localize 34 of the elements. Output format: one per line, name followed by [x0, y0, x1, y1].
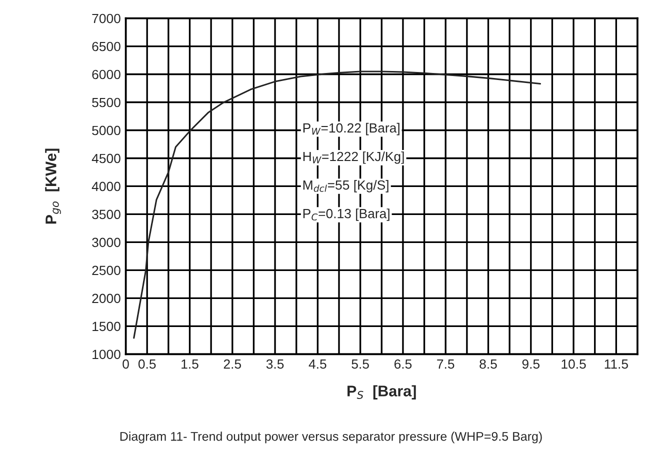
y-tick-label: 6500 [92, 42, 120, 52]
x-tick-label: 11.5 [604, 360, 628, 369]
x-tick-label: 10.5 [562, 359, 586, 369]
x-tick-label: 6.5 [394, 359, 412, 369]
x-tick-label: 1.5 [182, 360, 198, 369]
y-tick-label: 4500 [92, 154, 120, 164]
x-tick-label: 5.5 [352, 360, 369, 369]
x-tick-label: 7.5 [437, 360, 454, 369]
y-axis-title: P$_{go}$ [KWe] [45, 148, 61, 224]
y-tick-label: 6000 [92, 70, 120, 80]
x-tick-label: 0 [122, 359, 129, 369]
y-tick-label: 5500 [92, 98, 120, 108]
y-tick-label: 5000 [92, 126, 120, 136]
y-tick-label: 2000 [92, 294, 120, 304]
y-tick-label: 3000 [92, 238, 120, 248]
text: Diagram 11- Trend output power versus separator pressure (WHP=9.5 Barg) [120, 432, 542, 444]
x-tick-label: 4.5 [308, 360, 326, 369]
annotation: P$_{C}$=0.13 [Bara] [303, 208, 390, 221]
x-tick-label: 0.5 [138, 359, 156, 369]
x-tick-label: 9.5 [522, 359, 540, 369]
annotation: H$_{W}$=1222 [KJ/Kg] [303, 151, 404, 164]
x-tick-label: 8.5 [480, 359, 497, 369]
y-tick-label: 1000 [92, 350, 120, 360]
y-tick-label: 2500 [92, 266, 120, 276]
y-tick-label: 3500 [92, 210, 120, 220]
y-tick-label: 7000 [92, 14, 120, 24]
annotation: P$_{W}$=10.22 [Bara] [303, 122, 400, 136]
y-tick-label: 4000 [92, 182, 120, 192]
y-tick-label: 1500 [92, 322, 120, 332]
annotation: M$_{dcl}$=55 [Kg/S] [303, 180, 388, 192]
x-tick-label: 3.5 [266, 359, 284, 369]
x-tick-label: 2.5 [224, 359, 242, 369]
x-axis-title: P$_{S}$ [Bara] [348, 385, 416, 400]
line-series [133, 70, 542, 339]
